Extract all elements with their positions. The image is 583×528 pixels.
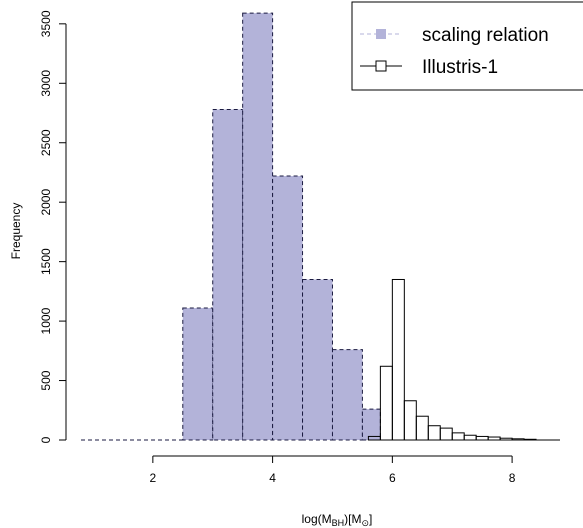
bar-scaling-5 — [302, 278, 333, 441]
legend-marker-scaling — [376, 29, 386, 39]
bar-illustris-8 — [463, 434, 477, 441]
y-axis-title: Frequency — [9, 203, 23, 260]
x-tick-label-6: 6 — [389, 471, 396, 485]
legend-box — [351, 1, 583, 91]
bar-scaling-3 — [242, 12, 274, 441]
y-tick-label-1500: 1500 — [39, 248, 53, 275]
bar-illustris-1 — [379, 365, 393, 441]
bar-scaling-1 — [182, 307, 214, 441]
bar-illustris-6 — [439, 427, 453, 441]
y-tick-label-0: 0 — [39, 436, 53, 443]
y-axis: 0 500 1000 1500 2000 2500 3000 3500 — [39, 10, 67, 443]
x-tick-label-4: 4 — [269, 471, 276, 485]
x-axis-title: log(MBH)[M⊙] — [302, 512, 373, 528]
y-tick-label-3500: 3500 — [39, 10, 53, 37]
bar-scaling-7 — [361, 408, 381, 441]
y-tick-label-500: 500 — [39, 370, 53, 390]
y-tick-label-3000: 3000 — [39, 70, 53, 97]
bar-illustris-2 — [391, 278, 405, 441]
bar-illustris-4 — [415, 415, 429, 441]
x-axis: 2 4 6 8 — [150, 455, 516, 485]
bar-scaling-4 — [272, 175, 304, 441]
series-illustris-1 — [367, 278, 560, 441]
bar-illustris-9 — [475, 435, 489, 441]
y-tick-label-2500: 2500 — [39, 129, 53, 156]
bar-illustris-7 — [451, 432, 465, 441]
bar-scaling-2 — [212, 108, 244, 441]
legend-marker-illustris — [375, 60, 387, 72]
bar-scaling-6 — [331, 349, 363, 441]
x-tick-label-2: 2 — [150, 471, 157, 485]
y-tick-label-2000: 2000 — [39, 189, 53, 216]
legend-label-illustris: Illustris-1 — [422, 57, 498, 78]
legend: scaling relation Illustris-1 — [351, 1, 583, 91]
legend-label-scaling: scaling relation — [422, 25, 549, 46]
bar-illustris-3 — [403, 400, 417, 441]
series-scaling-relation — [81, 12, 381, 441]
bar-illustris-5 — [427, 425, 441, 441]
y-tick-label-1000: 1000 — [39, 307, 53, 334]
x-tick-label-8: 8 — [509, 471, 516, 485]
